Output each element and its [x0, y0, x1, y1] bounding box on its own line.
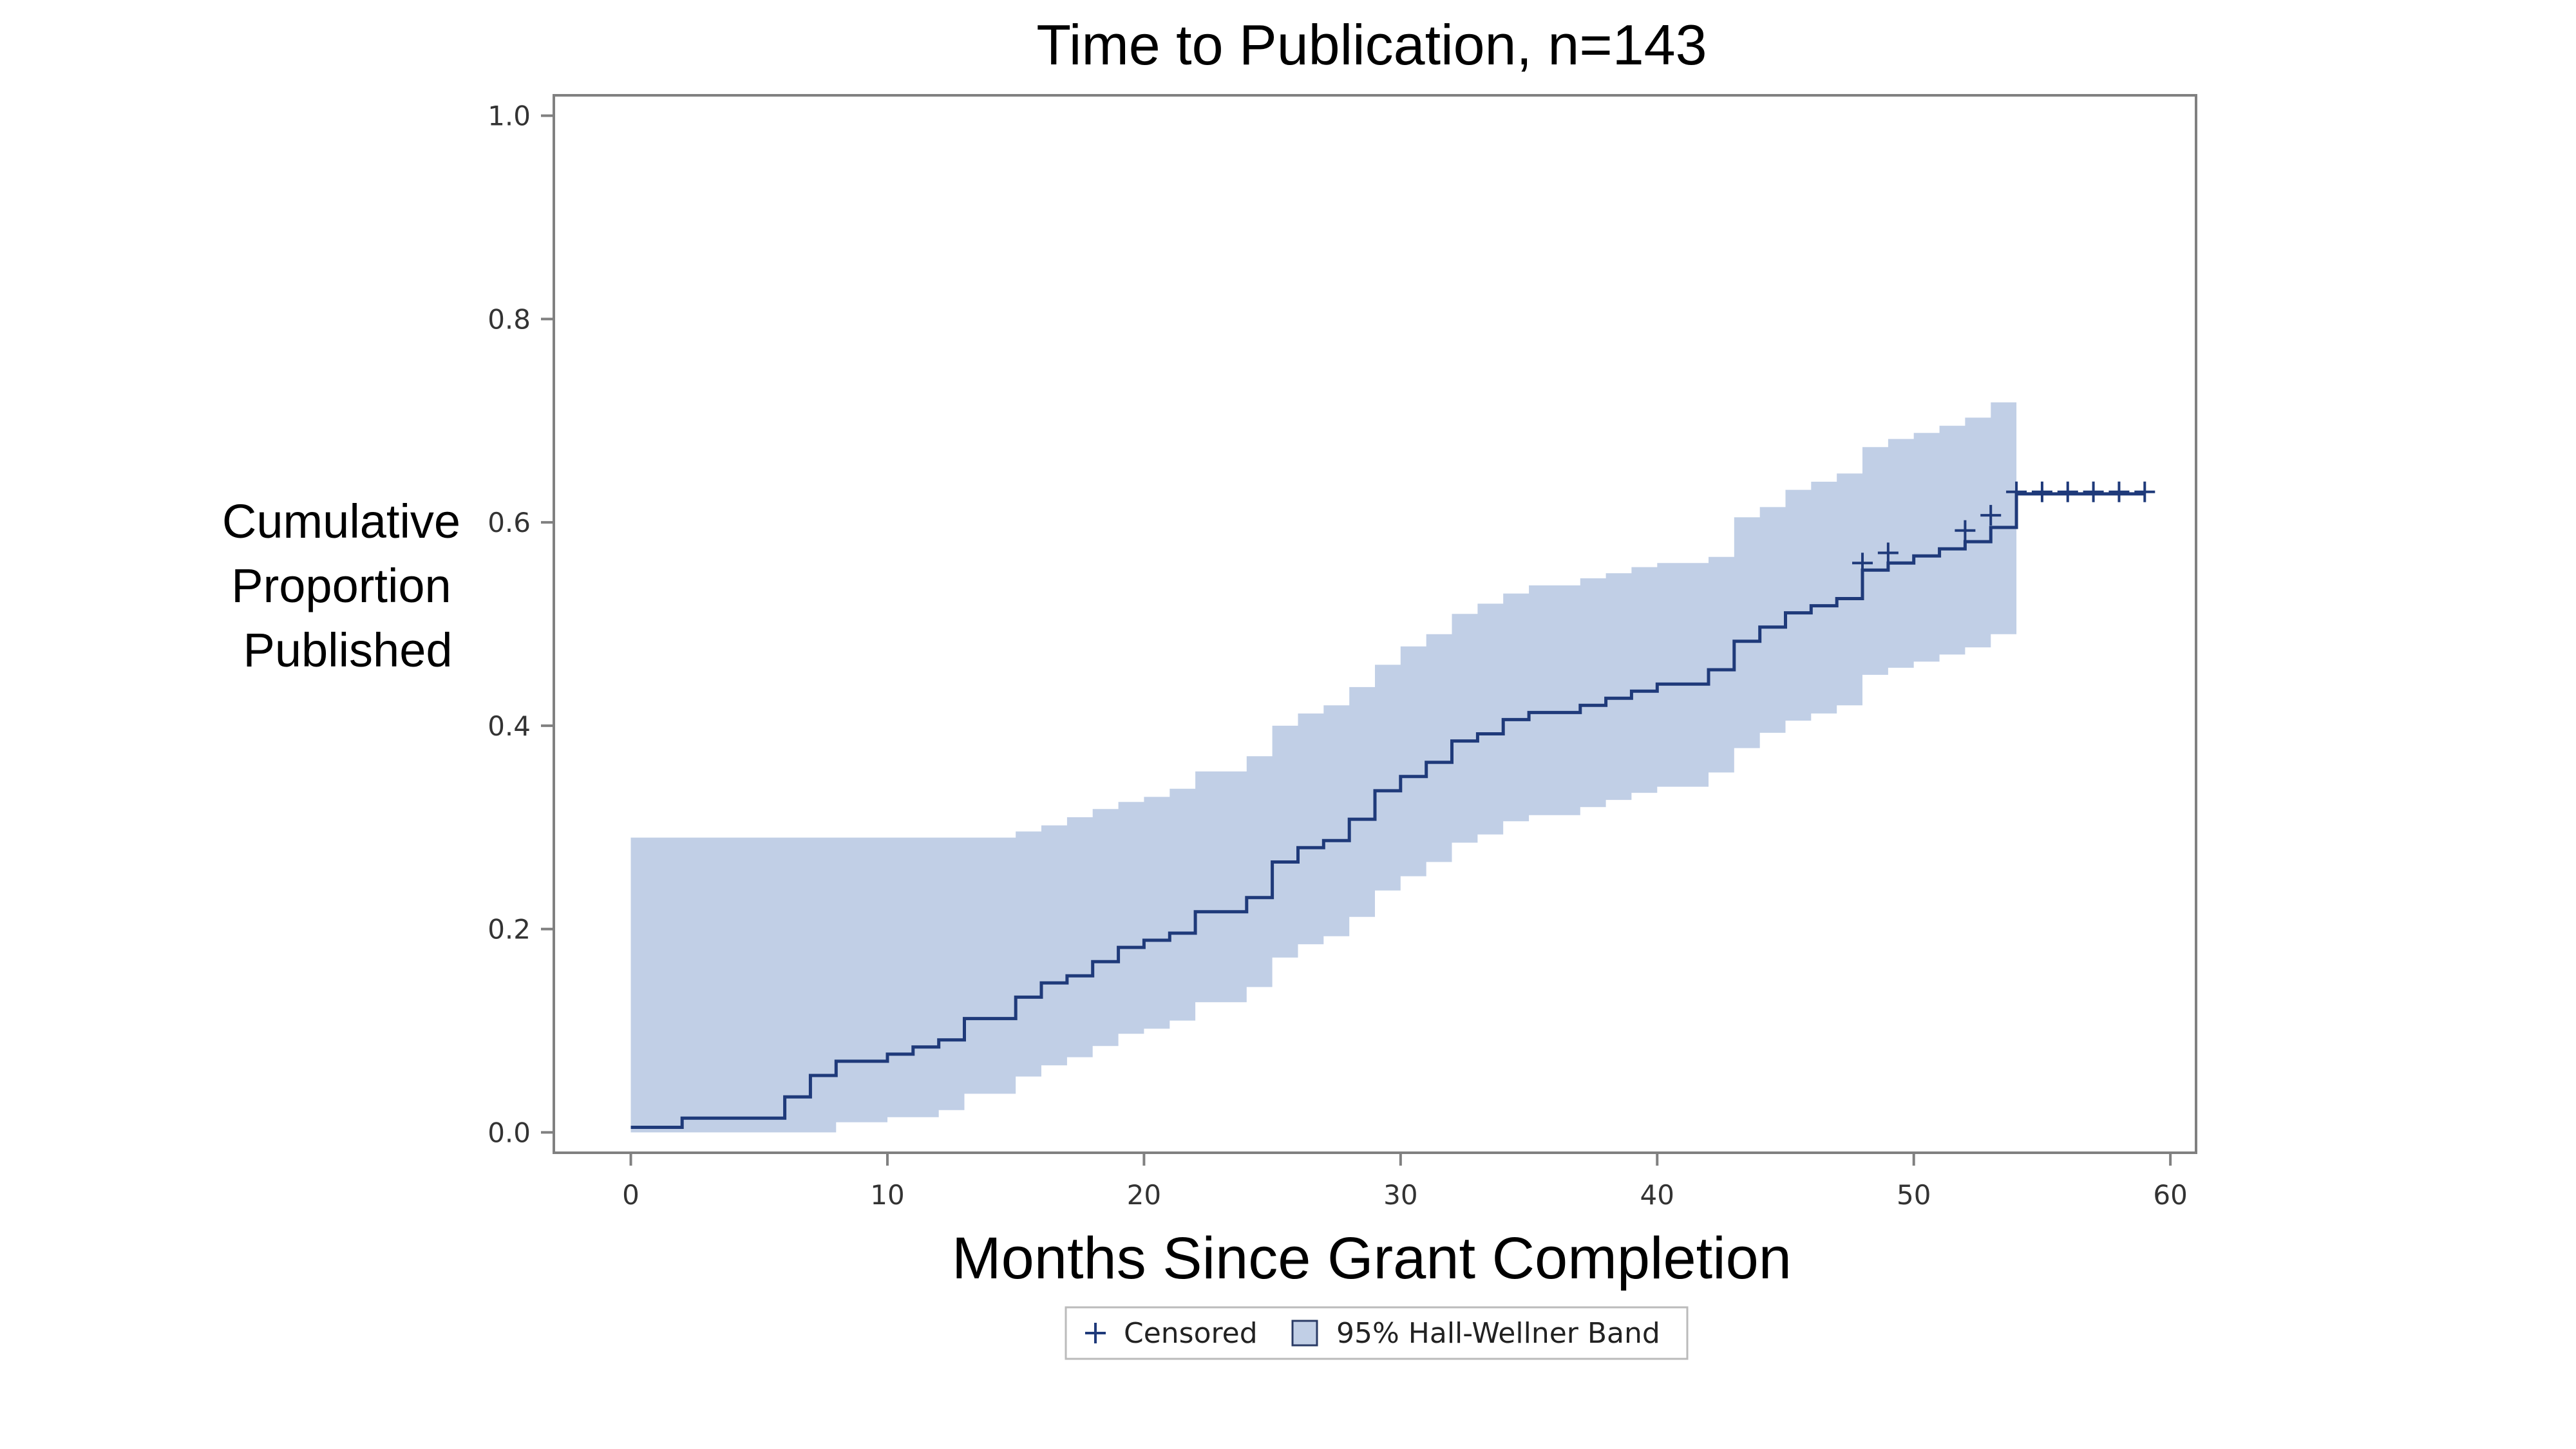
- confidence-band: [630, 402, 2017, 1133]
- censored-marker: [1980, 505, 2002, 526]
- x-tick-label: 50: [1897, 1179, 1931, 1211]
- x-axis-label: Months Since Grant Completion: [952, 1226, 1792, 1291]
- censored-marker: [1877, 542, 1899, 564]
- x-ticks: 0 10 20 30 40 50 60: [622, 1153, 2188, 1211]
- x-tick-label: 10: [870, 1179, 904, 1211]
- legend-censored-marker: [1085, 1323, 1106, 1343]
- legend-band-swatch: [1291, 1320, 1318, 1347]
- y-tick-label: 1.0: [488, 100, 531, 132]
- x-tick-label: 0: [622, 1179, 639, 1211]
- confidence-band-layer: [630, 402, 2017, 1133]
- x-tick-label: 20: [1127, 1179, 1161, 1211]
- legend-label-censored: Censored: [1124, 1317, 1258, 1350]
- censored-marker: [2006, 481, 2027, 502]
- censored-marker: [2031, 481, 2052, 502]
- censored-marker: [2134, 481, 2155, 502]
- y-tick-label: 0.8: [488, 303, 531, 335]
- legend-box: [1065, 1306, 1689, 1360]
- y-axis-label-line-3: Published: [243, 623, 452, 677]
- survival-line-layer: [630, 492, 2145, 1129]
- x-tick-label: 40: [1640, 1179, 1674, 1211]
- y-tick-label: 0.0: [488, 1117, 531, 1148]
- censored-marker: [2083, 481, 2104, 502]
- legend: Censored 95% Hall-Wellner Band: [1065, 1306, 1689, 1360]
- chart-title: Time to Publication, n=143: [1036, 13, 1707, 77]
- survival-step-line: [630, 492, 2145, 1129]
- y-axis-label-line-1: Cumulative: [222, 495, 460, 548]
- x-tick-label: 30: [1383, 1179, 1417, 1211]
- y-axis-label: Cumulative Proportion Published: [222, 495, 460, 677]
- y-tick-label: 0.2: [488, 914, 531, 945]
- censored-markers-layer: [1852, 481, 2155, 574]
- x-tick-label: 60: [2153, 1179, 2187, 1211]
- y-tick-label: 0.4: [488, 710, 531, 742]
- censored-marker: [1852, 553, 1873, 574]
- censored-marker: [1955, 520, 1976, 541]
- y-tick-label: 0.6: [488, 507, 531, 538]
- legend-label-band: 95% Hall-Wellner Band: [1336, 1317, 1660, 1350]
- censored-marker: [2108, 481, 2130, 502]
- y-ticks: 0.0 0.2 0.4 0.6 0.8 1.0: [488, 100, 554, 1148]
- censored-marker: [2057, 481, 2078, 502]
- y-axis-label-line-2: Proportion: [231, 559, 451, 612]
